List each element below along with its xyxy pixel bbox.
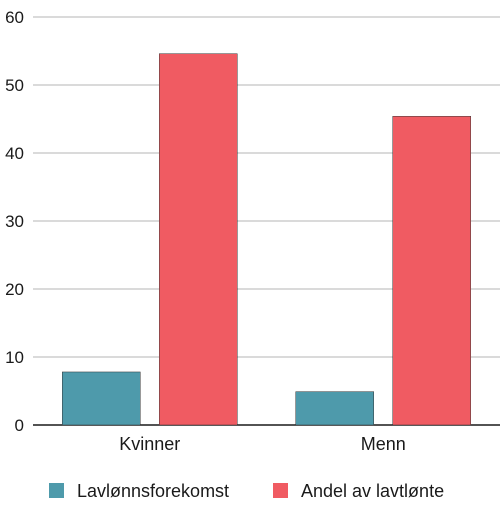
legend-label: Andel av lavtlønte	[301, 481, 444, 501]
bar-kvinner-series-2	[159, 53, 238, 426]
y-tick-label: 40	[5, 144, 24, 163]
bar-menn-series-1	[295, 391, 374, 426]
y-tick-label: 20	[5, 280, 24, 299]
bars	[62, 53, 471, 426]
x-category-label: Kvinner	[119, 434, 180, 454]
bar-kvinner-series-1	[62, 371, 141, 426]
y-tick-label: 0	[15, 416, 24, 435]
y-tick-label: 60	[5, 8, 24, 27]
legend: Lavlønnsforekomst Andel av lavtlønte	[49, 481, 444, 501]
y-axis-ticks: 0 10 20 30 40 50 60	[5, 8, 24, 435]
bar-menn-series-2	[392, 116, 471, 426]
legend-swatch	[49, 483, 64, 498]
y-tick-label: 30	[5, 212, 24, 231]
x-category-label: Menn	[361, 434, 406, 454]
legend-swatch	[273, 483, 288, 498]
y-tick-label: 50	[5, 76, 24, 95]
legend-label: Lavlønnsforekomst	[77, 481, 229, 501]
x-axis-categories: Kvinner Menn	[119, 434, 406, 454]
y-tick-label: 10	[5, 348, 24, 367]
